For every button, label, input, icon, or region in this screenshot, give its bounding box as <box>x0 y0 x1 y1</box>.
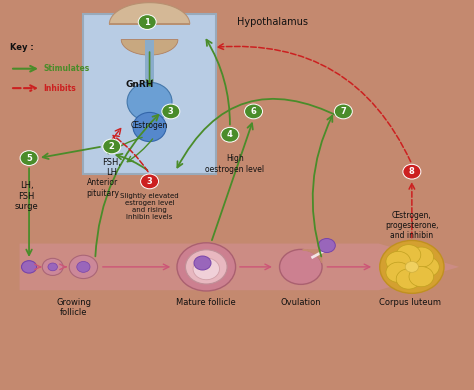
FancyBboxPatch shape <box>146 39 154 82</box>
Polygon shape <box>109 3 190 24</box>
FancyBboxPatch shape <box>83 14 216 174</box>
Text: 5: 5 <box>26 154 32 163</box>
Circle shape <box>48 263 57 271</box>
Text: FSH,
LH: FSH, LH <box>102 158 121 177</box>
Text: 3: 3 <box>168 107 173 116</box>
Circle shape <box>177 243 236 291</box>
Circle shape <box>409 247 434 267</box>
Text: GnRH: GnRH <box>126 80 155 89</box>
Circle shape <box>138 15 156 30</box>
Text: 8: 8 <box>409 167 415 176</box>
Text: Anterior
pituitary: Anterior pituitary <box>86 177 119 198</box>
Text: Hypothalamus: Hypothalamus <box>237 17 308 27</box>
Circle shape <box>386 262 410 282</box>
Circle shape <box>221 128 239 142</box>
Text: High
oestrogen level: High oestrogen level <box>205 154 264 174</box>
Text: Growing
follicle: Growing follicle <box>56 298 91 317</box>
Circle shape <box>185 250 227 284</box>
Circle shape <box>42 258 63 275</box>
Circle shape <box>69 255 98 278</box>
Text: Slightly elevated
estrogen level
and rising
Inhibin levels: Slightly elevated estrogen level and ris… <box>120 193 179 220</box>
Circle shape <box>20 151 38 165</box>
Circle shape <box>396 245 421 265</box>
Text: Œstrogen,
progesterone,
and inhibin: Œstrogen, progesterone, and inhibin <box>385 211 438 240</box>
Circle shape <box>334 104 352 119</box>
Text: 2: 2 <box>109 142 115 151</box>
Circle shape <box>162 104 180 119</box>
Circle shape <box>141 174 158 189</box>
Circle shape <box>396 269 421 289</box>
Text: Corpus luteum: Corpus luteum <box>379 298 440 307</box>
Text: 4: 4 <box>227 130 233 139</box>
Text: 1: 1 <box>144 18 150 27</box>
Polygon shape <box>121 39 178 55</box>
Text: 3: 3 <box>146 177 153 186</box>
Text: 6: 6 <box>251 107 256 116</box>
Circle shape <box>77 261 90 272</box>
Circle shape <box>193 258 219 280</box>
Circle shape <box>21 261 36 273</box>
Text: Mature follicle: Mature follicle <box>176 298 236 307</box>
Ellipse shape <box>133 112 166 142</box>
Circle shape <box>405 261 419 272</box>
Circle shape <box>380 241 444 293</box>
Ellipse shape <box>127 82 172 121</box>
Text: LH,
FSH
surge: LH, FSH surge <box>15 181 38 211</box>
Text: Key :: Key : <box>10 43 34 52</box>
Circle shape <box>409 266 434 287</box>
Circle shape <box>415 257 439 277</box>
Circle shape <box>318 239 335 252</box>
Circle shape <box>403 164 421 179</box>
Text: 7: 7 <box>340 107 346 116</box>
Circle shape <box>103 139 121 154</box>
Text: Stimulates: Stimulates <box>43 64 90 73</box>
Text: Œstrogen: Œstrogen <box>131 121 168 129</box>
Circle shape <box>194 256 211 270</box>
Circle shape <box>245 104 263 119</box>
Polygon shape <box>19 244 459 290</box>
Circle shape <box>386 252 410 271</box>
Text: Ovulation: Ovulation <box>281 298 321 307</box>
Circle shape <box>280 250 322 284</box>
Text: Inhibits: Inhibits <box>43 83 76 93</box>
